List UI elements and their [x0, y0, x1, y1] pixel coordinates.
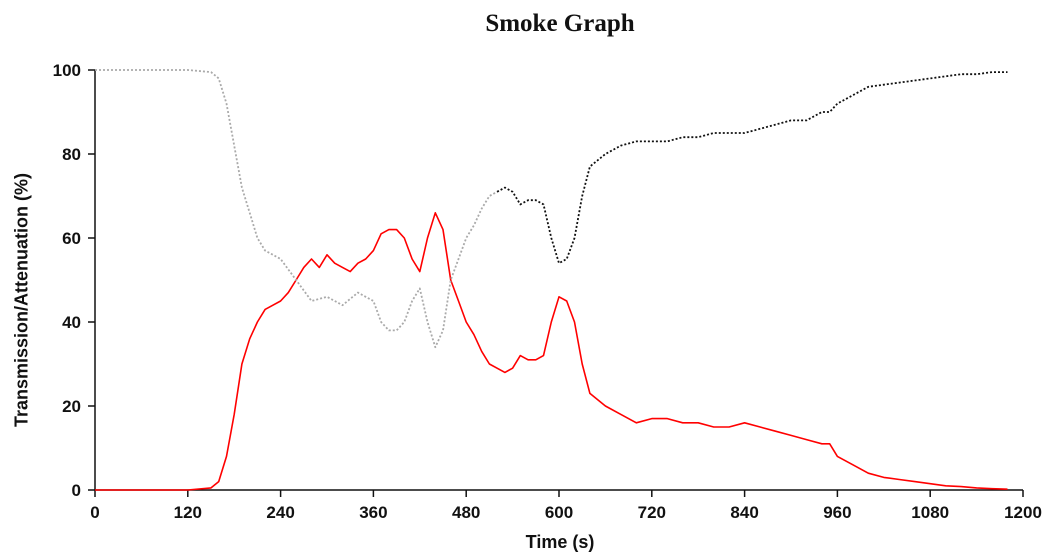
series-line-2	[496, 71, 1008, 265]
y-tick-label: 80	[62, 145, 81, 164]
series-line-0	[95, 212, 1008, 491]
y-tick-label: 100	[53, 61, 81, 80]
series-line-1	[95, 69, 498, 349]
y-tick-label: 60	[62, 229, 81, 248]
x-tick-label: 720	[638, 503, 666, 522]
chart-title: Smoke Graph	[485, 10, 635, 37]
y-tick-label: 40	[62, 313, 81, 332]
y-tick-label: 0	[72, 481, 81, 500]
x-axis-label: Time (s)	[525, 532, 595, 552]
x-tick-label: 240	[266, 503, 294, 522]
y-tick-label: 20	[62, 397, 81, 416]
x-tick-label: 960	[823, 503, 851, 522]
x-tick-label: 840	[730, 503, 758, 522]
x-tick-label: 480	[452, 503, 480, 522]
x-tick-label: 120	[174, 503, 202, 522]
x-tick-label: 0	[90, 503, 99, 522]
x-tick-label: 1200	[1004, 503, 1042, 522]
x-tick-label: 360	[359, 503, 387, 522]
x-tick-label: 600	[545, 503, 573, 522]
x-tick-label: 1080	[911, 503, 949, 522]
